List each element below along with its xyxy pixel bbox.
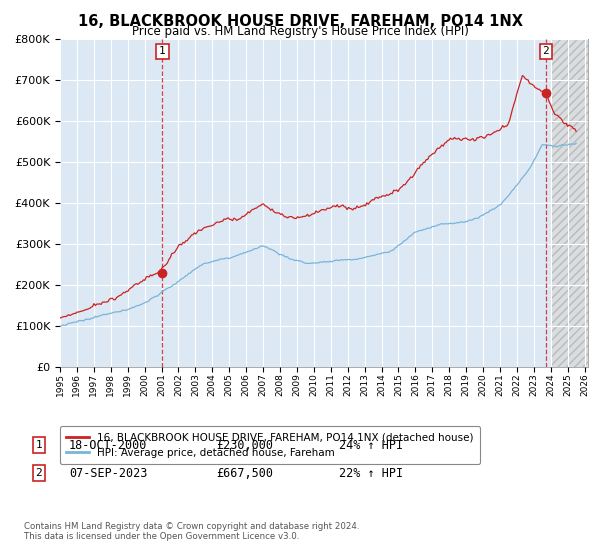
Bar (552, 39, 588, 367)
Text: 07-SEP-2023: 07-SEP-2023 (69, 466, 148, 480)
Text: 16, BLACKBROOK HOUSE DRIVE, FAREHAM, PO14 1NX: 16, BLACKBROOK HOUSE DRIVE, FAREHAM, PO1… (77, 14, 523, 29)
Text: 2: 2 (35, 468, 43, 478)
Text: Contains HM Land Registry data © Crown copyright and database right 2024.
This d: Contains HM Land Registry data © Crown c… (24, 522, 359, 542)
Text: 18-OCT-2000: 18-OCT-2000 (69, 438, 148, 452)
Text: 1: 1 (159, 46, 166, 57)
Text: 2: 2 (542, 46, 549, 57)
Text: 24% ↑ HPI: 24% ↑ HPI (339, 438, 403, 452)
Text: 1: 1 (35, 440, 43, 450)
Text: £230,000: £230,000 (216, 438, 273, 452)
Text: £667,500: £667,500 (216, 466, 273, 480)
Text: Price paid vs. HM Land Registry's House Price Index (HPI): Price paid vs. HM Land Registry's House … (131, 25, 469, 38)
Text: 22% ↑ HPI: 22% ↑ HPI (339, 466, 403, 480)
Legend: 16, BLACKBROOK HOUSE DRIVE, FAREHAM, PO14 1NX (detached house), HPI: Average pri: 16, BLACKBROOK HOUSE DRIVE, FAREHAM, PO1… (60, 426, 480, 464)
